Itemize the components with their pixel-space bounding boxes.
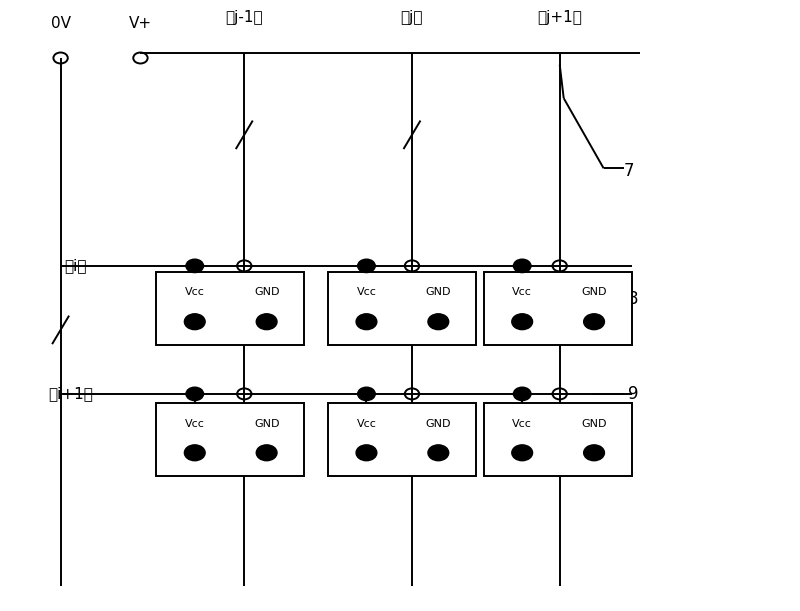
Circle shape: [356, 314, 377, 330]
Circle shape: [186, 387, 203, 401]
Text: 第i+1行: 第i+1行: [49, 386, 94, 401]
Circle shape: [356, 445, 377, 461]
Text: GND: GND: [582, 419, 607, 428]
Circle shape: [184, 445, 205, 461]
Bar: [484, 403, 631, 476]
Text: 8: 8: [628, 290, 638, 309]
Circle shape: [184, 314, 205, 330]
Text: Vcc: Vcc: [357, 287, 376, 298]
Text: 第j-1列: 第j-1列: [226, 10, 263, 25]
Bar: [157, 403, 304, 476]
Circle shape: [358, 387, 375, 401]
Text: GND: GND: [254, 287, 279, 298]
Text: 0V: 0V: [50, 16, 70, 31]
Text: V+: V+: [129, 16, 152, 31]
Text: 第j列: 第j列: [401, 10, 423, 25]
Text: Vcc: Vcc: [185, 419, 205, 428]
Text: GND: GND: [426, 419, 451, 428]
Circle shape: [514, 387, 531, 401]
Circle shape: [514, 259, 531, 273]
Circle shape: [256, 445, 277, 461]
Bar: [484, 272, 631, 345]
Bar: [328, 403, 476, 476]
Bar: [157, 272, 304, 345]
Circle shape: [512, 445, 533, 461]
Circle shape: [512, 314, 533, 330]
Text: Vcc: Vcc: [185, 287, 205, 298]
Circle shape: [358, 259, 375, 273]
Circle shape: [584, 445, 605, 461]
Circle shape: [428, 314, 449, 330]
Text: 第i行: 第i行: [65, 258, 87, 273]
Text: 第j+1列: 第j+1列: [538, 10, 582, 25]
Text: Vcc: Vcc: [357, 419, 376, 428]
Text: GND: GND: [582, 287, 607, 298]
Circle shape: [256, 314, 277, 330]
Text: GND: GND: [426, 287, 451, 298]
Text: Vcc: Vcc: [512, 287, 532, 298]
Text: GND: GND: [254, 419, 279, 428]
Text: 7: 7: [624, 163, 634, 180]
Bar: [328, 272, 476, 345]
Circle shape: [186, 259, 203, 273]
Circle shape: [428, 445, 449, 461]
Circle shape: [584, 314, 605, 330]
Text: Vcc: Vcc: [512, 419, 532, 428]
Text: 9: 9: [628, 385, 638, 403]
